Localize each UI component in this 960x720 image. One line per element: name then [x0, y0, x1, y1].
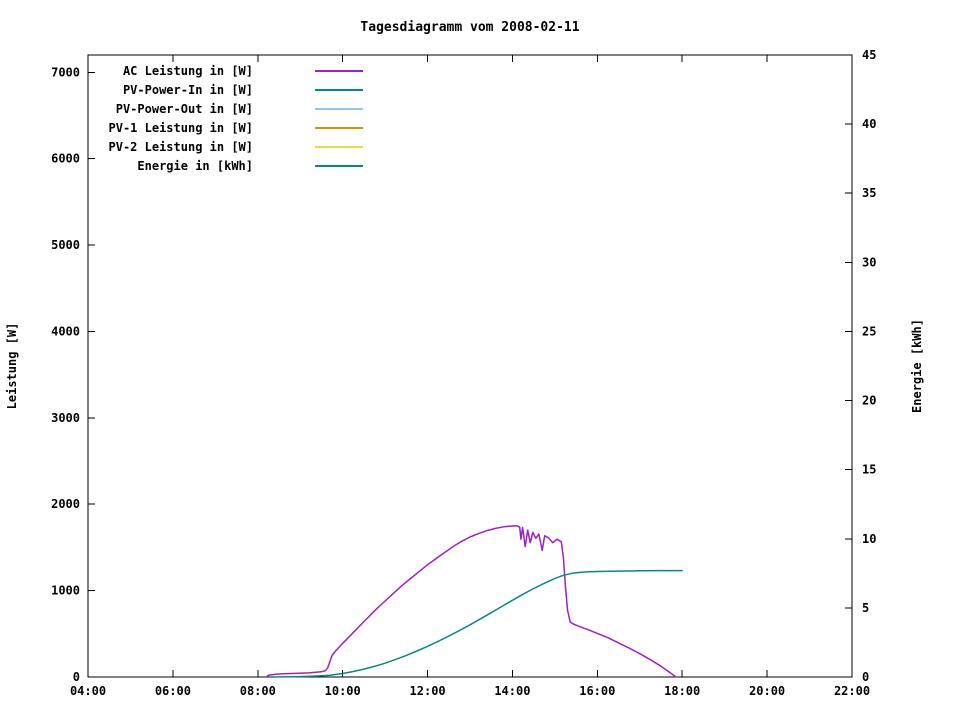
y-right-tick-label: 20 [862, 394, 876, 408]
plot-area: 04:00 06:00 08:00 10:00 12:00 14:00 16:00 18:00… [51, 48, 876, 698]
y-left-tick-label: 1000 [51, 584, 80, 598]
legend-label: PV-Power-In in [W] [123, 83, 253, 97]
x-tick-label: 16:00 [579, 684, 615, 698]
right-axis-title: Energie [kWh] [910, 319, 924, 413]
y-left-tick-label: 3000 [51, 411, 80, 425]
legend-label: PV-2 Leistung in [W] [109, 140, 254, 154]
y-left-tick-label: 6000 [51, 152, 80, 166]
left-axis-title: Leistung [W] [5, 323, 19, 410]
series-line-ac-leistung [265, 525, 677, 678]
x-tick-label: 10:00 [325, 684, 361, 698]
y-right-tick-label: 45 [862, 48, 876, 62]
x-tick-label: 18:00 [664, 684, 700, 698]
x-tick-label: 06:00 [155, 684, 191, 698]
y-left-tick-label: 7000 [51, 65, 80, 79]
legend-label: PV-Power-Out in [W] [116, 102, 253, 116]
y-right-tick-label: 0 [862, 670, 869, 684]
y-right-tick-label: 35 [862, 186, 876, 200]
legend-label: PV-1 Leistung in [W] [109, 121, 254, 135]
x-tick-label: 14:00 [494, 684, 530, 698]
y-right-tick-label: 40 [862, 117, 876, 131]
x-tick-label: 22:00 [834, 684, 870, 698]
x-tick-label: 12:00 [410, 684, 446, 698]
y-left-tick-label: 4000 [51, 324, 80, 338]
legend-label: AC Leistung in [W] [123, 64, 253, 78]
x-tick-label: 20:00 [749, 684, 785, 698]
x-tick-label: 04:00 [70, 684, 106, 698]
y-right-tick-label: 10 [862, 532, 876, 546]
y-right-tick-label: 30 [862, 255, 876, 269]
series-line-energie [269, 569, 683, 678]
x-tick-label: 08:00 [240, 684, 276, 698]
y-right-tick-label: 25 [862, 324, 876, 338]
legend-label: Energie in [kWh] [137, 159, 253, 173]
y-right-tick-label: 15 [862, 463, 876, 477]
y-right-tick-label: 5 [862, 601, 869, 615]
plot-border [87, 54, 853, 678]
y-left-tick-label: 2000 [51, 497, 80, 511]
chart-title: Tagesdiagramm vom 2008-02-11 [360, 20, 579, 35]
y-left-tick-label: 0 [73, 670, 80, 684]
y-left-tick-label: 5000 [51, 238, 80, 252]
